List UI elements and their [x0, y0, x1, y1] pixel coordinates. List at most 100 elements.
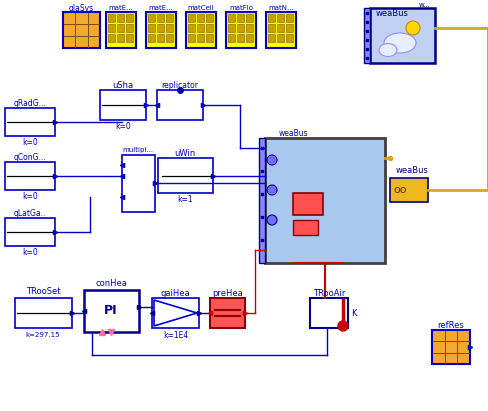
Text: matN...: matN... — [267, 5, 293, 11]
Text: replicator: replicator — [161, 81, 198, 90]
Bar — [157, 14, 163, 22]
Bar — [227, 34, 235, 42]
Text: PI: PI — [104, 305, 118, 318]
Circle shape — [266, 215, 276, 225]
Bar — [276, 34, 284, 42]
Bar — [292, 220, 317, 235]
Bar — [237, 24, 244, 32]
Text: glaSys: glaSys — [69, 4, 94, 12]
Bar — [165, 34, 173, 42]
Bar — [117, 14, 124, 22]
Text: preHea: preHea — [212, 289, 243, 298]
Text: weaBus: weaBus — [375, 9, 407, 18]
Text: k=1E4: k=1E4 — [163, 330, 188, 339]
Bar — [205, 34, 213, 42]
Bar — [148, 34, 155, 42]
Bar — [245, 34, 252, 42]
Bar — [108, 34, 115, 42]
Bar — [157, 90, 203, 120]
Text: k=297.15: k=297.15 — [26, 332, 60, 338]
Bar — [106, 12, 136, 48]
Bar — [285, 14, 292, 22]
Bar — [126, 24, 133, 32]
Bar — [148, 14, 155, 22]
Text: weaBus: weaBus — [278, 129, 307, 138]
Bar — [205, 24, 213, 32]
Text: refRes: refRes — [437, 321, 464, 330]
Bar — [227, 14, 235, 22]
Bar — [187, 14, 195, 22]
Text: uSha: uSha — [112, 81, 133, 90]
Bar — [165, 24, 173, 32]
Circle shape — [337, 321, 347, 331]
Bar — [197, 24, 203, 32]
Bar — [363, 8, 369, 63]
Bar — [187, 24, 195, 32]
Ellipse shape — [378, 44, 396, 56]
Bar — [5, 218, 55, 246]
Ellipse shape — [383, 33, 415, 53]
Bar — [126, 34, 133, 42]
Bar — [108, 24, 115, 32]
Text: k=0: k=0 — [22, 247, 38, 256]
Bar — [158, 158, 213, 193]
Bar — [5, 162, 55, 190]
Text: K: K — [350, 309, 356, 318]
Text: k=0: k=0 — [22, 138, 38, 146]
Text: matCeil: matCeil — [187, 5, 214, 11]
Text: k=1: k=1 — [177, 194, 192, 203]
Bar — [245, 24, 252, 32]
Polygon shape — [154, 300, 197, 326]
Text: conHea: conHea — [95, 279, 127, 289]
Circle shape — [266, 185, 276, 195]
Text: k=0: k=0 — [22, 192, 38, 201]
Bar — [264, 138, 384, 263]
Text: qLatGa..: qLatGa.. — [14, 208, 46, 217]
Text: matFlo: matFlo — [228, 5, 252, 11]
Text: matE...: matE... — [148, 5, 173, 11]
Text: w...: w... — [418, 2, 430, 8]
Bar — [292, 193, 323, 215]
Bar — [152, 298, 199, 328]
Bar — [265, 12, 295, 48]
Bar — [276, 14, 284, 22]
Bar — [209, 298, 244, 328]
Bar — [285, 34, 292, 42]
Bar — [187, 34, 195, 42]
Bar — [237, 14, 244, 22]
Bar — [197, 14, 203, 22]
Bar — [157, 34, 163, 42]
Bar — [431, 330, 469, 364]
Bar — [237, 34, 244, 42]
Text: TRooAir: TRooAir — [312, 289, 345, 298]
Text: TRooSet: TRooSet — [26, 288, 60, 296]
Bar — [369, 8, 434, 63]
Bar — [185, 12, 216, 48]
Bar — [5, 108, 55, 136]
Bar — [276, 24, 284, 32]
Bar — [157, 24, 163, 32]
Bar — [225, 12, 256, 48]
Text: qConG...: qConG... — [14, 152, 46, 162]
Bar — [15, 298, 72, 328]
Circle shape — [266, 155, 276, 165]
Text: k=0: k=0 — [115, 122, 131, 131]
Bar — [227, 24, 235, 32]
Bar — [146, 12, 176, 48]
Bar — [285, 24, 292, 32]
Bar — [267, 34, 274, 42]
Bar — [63, 12, 100, 48]
Bar — [309, 298, 347, 328]
Bar — [389, 178, 427, 202]
Text: qRadG...: qRadG... — [14, 99, 46, 108]
Bar — [267, 24, 274, 32]
Bar — [197, 34, 203, 42]
Bar — [100, 90, 146, 120]
Text: weaBus: weaBus — [395, 166, 427, 175]
Bar — [117, 34, 124, 42]
Text: multipl...: multipl... — [122, 147, 153, 153]
Bar — [205, 14, 213, 22]
Bar — [165, 14, 173, 22]
Bar — [148, 24, 155, 32]
Text: gaiHea: gaiHea — [161, 289, 190, 298]
